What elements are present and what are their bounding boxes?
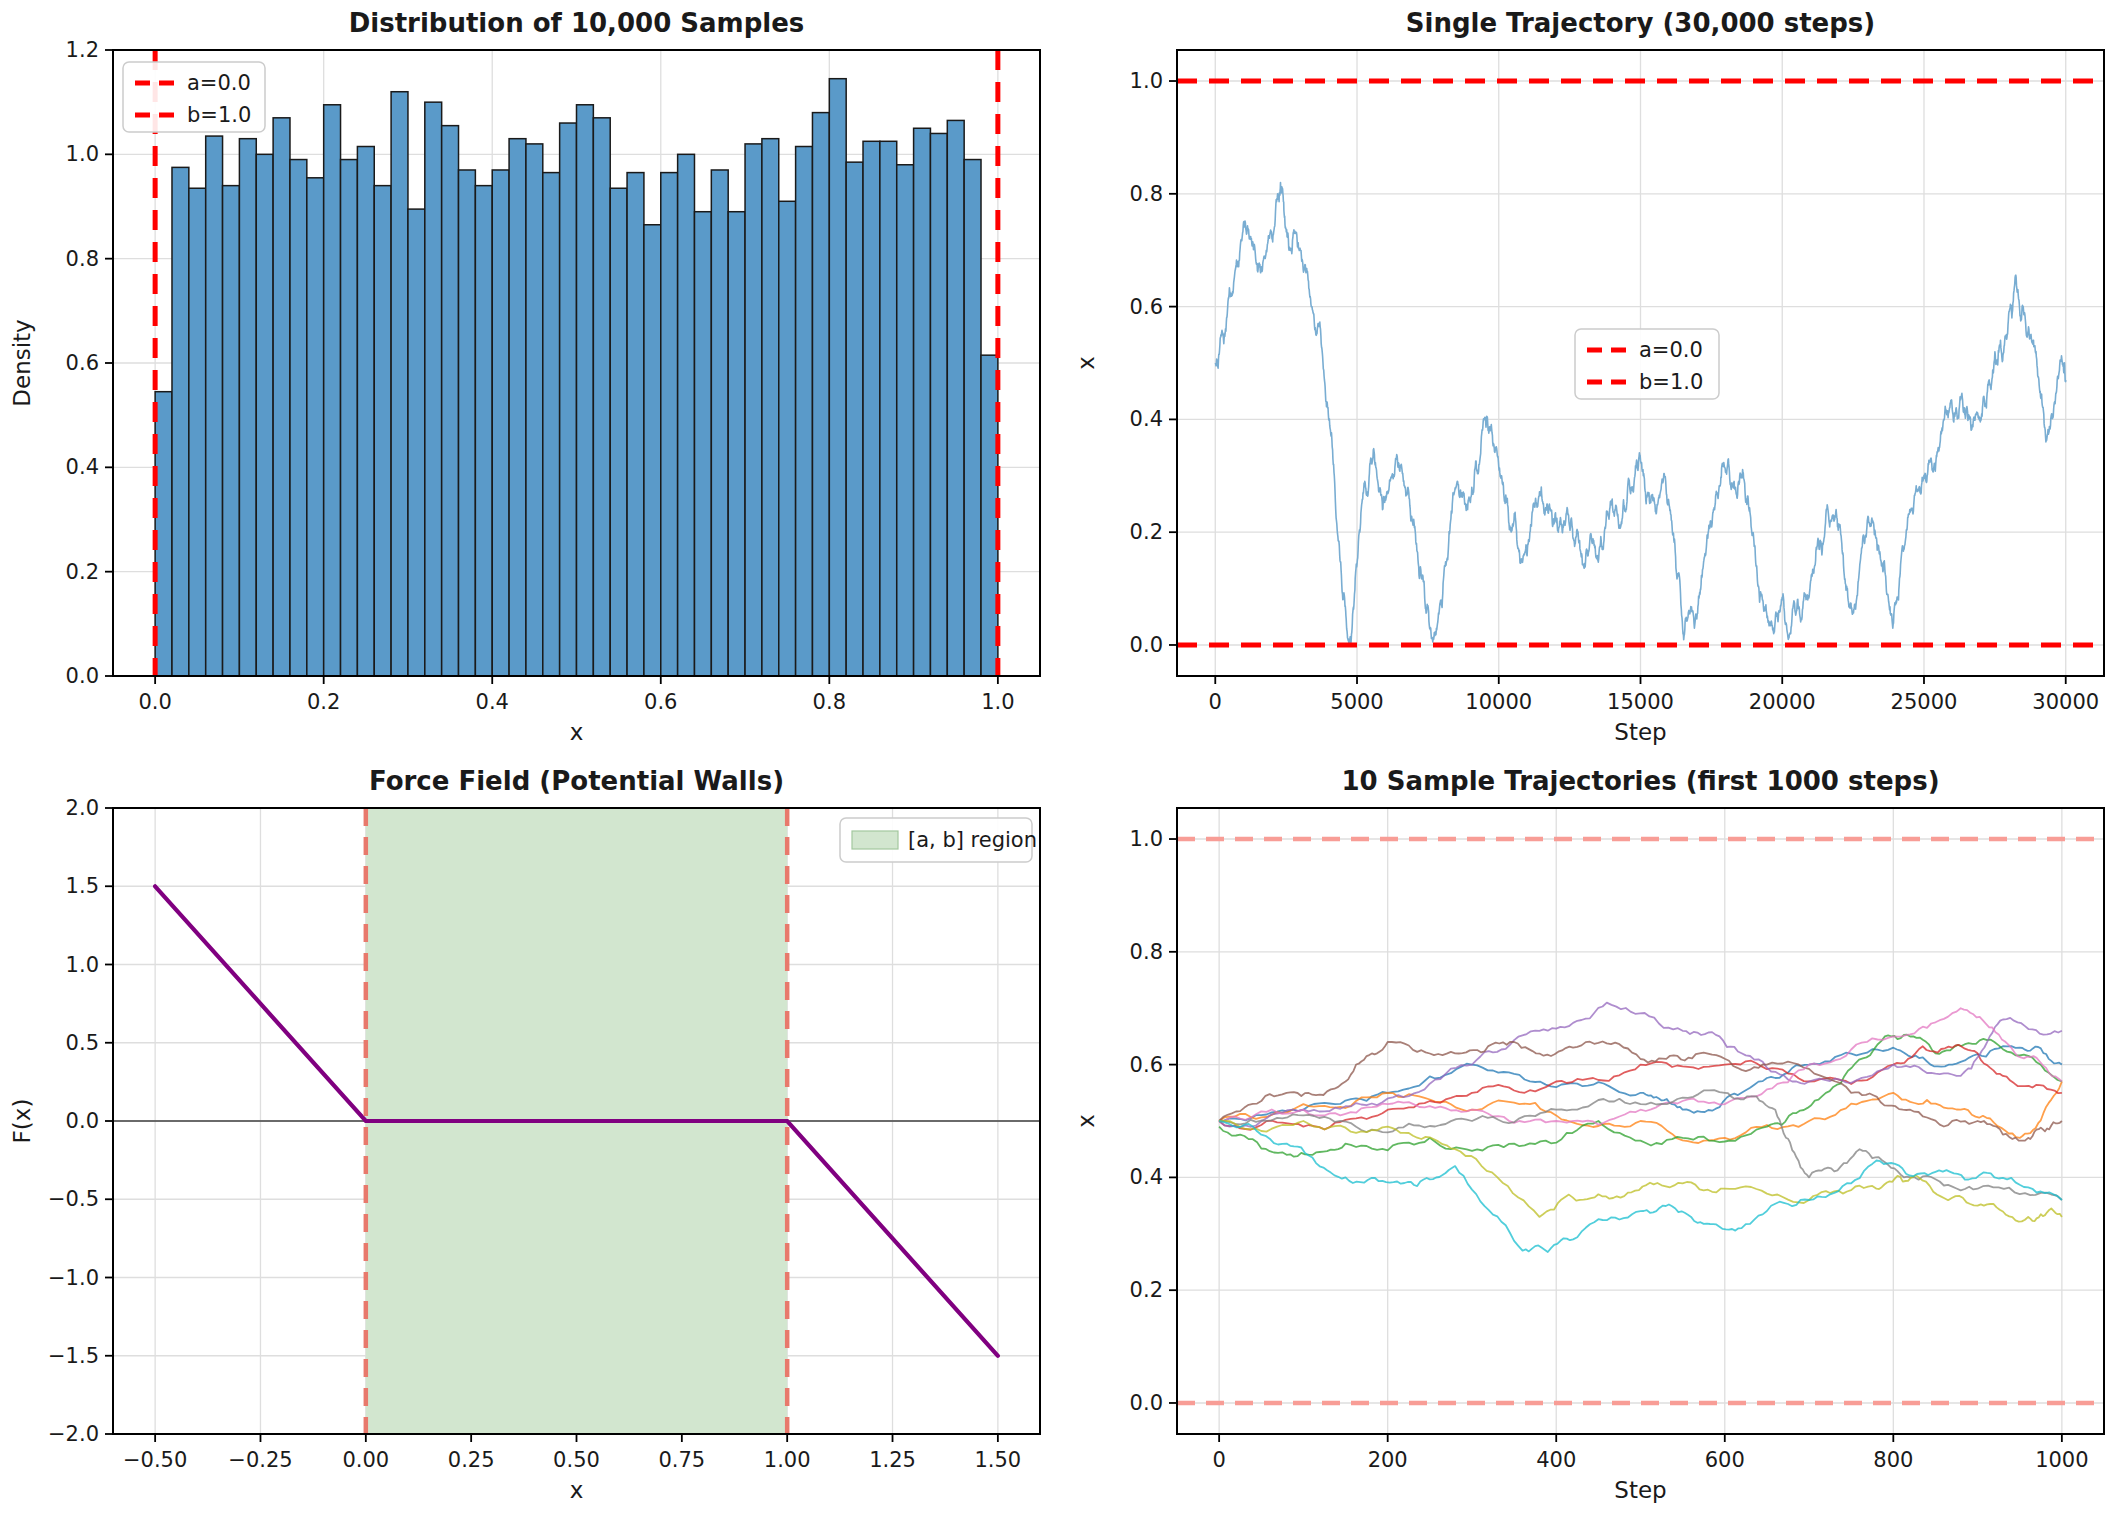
svg-text:Distribution of 10,000 Samples: Distribution of 10,000 Samples [349,8,805,38]
svg-text:x: x [1073,356,1099,370]
svg-text:1.00: 1.00 [764,1448,811,1472]
svg-text:Force Field (Potential Walls): Force Field (Potential Walls) [369,766,784,796]
svg-text:1000: 1000 [2035,1448,2088,1472]
svg-text:0.75: 0.75 [658,1448,705,1472]
svg-text:0.0: 0.0 [66,664,99,688]
svg-text:−1.5: −1.5 [48,1344,99,1368]
svg-text:600: 600 [1705,1448,1745,1472]
svg-text:−0.50: −0.50 [123,1448,187,1472]
svg-text:0.2: 0.2 [1130,520,1163,544]
svg-text:1.0: 1.0 [66,953,99,977]
svg-text:200: 200 [1368,1448,1408,1472]
svg-text:b=1.0: b=1.0 [187,103,251,127]
force-field-panel: [a, b] region −0.50 −0.25 0.00 0.25 0.50 0.75 1… [0,758,1064,1516]
svg-text:1.25: 1.25 [869,1448,916,1472]
svg-text:2.0: 2.0 [66,796,99,820]
svg-text:−0.5: −0.5 [48,1187,99,1211]
svg-text:10000: 10000 [1465,690,1532,714]
svg-text:0.6: 0.6 [66,351,99,375]
svg-text:0.6: 0.6 [1130,1053,1163,1077]
svg-text:1.0: 1.0 [981,690,1014,714]
svg-text:1.0: 1.0 [66,142,99,166]
svg-text:1.0: 1.0 [1130,69,1163,93]
svg-text:1.50: 1.50 [974,1448,1021,1472]
svg-text:800: 800 [1873,1448,1913,1472]
svg-text:b=1.0: b=1.0 [1639,370,1703,394]
svg-text:0.2: 0.2 [307,690,340,714]
svg-text:400: 400 [1536,1448,1576,1472]
svg-text:15000: 15000 [1607,690,1674,714]
svg-text:Density: Density [9,319,35,406]
svg-text:0.0: 0.0 [138,690,171,714]
svg-text:x: x [1073,1114,1099,1128]
sample-trajectories-panel: 0 200 400 600 800 1000 0.0 0.2 0.4 0.6 0.8 1.0 10 Sa… [1064,758,2128,1516]
svg-text:0.2: 0.2 [66,560,99,584]
svg-text:−2.0: −2.0 [48,1422,99,1446]
svg-text:5000: 5000 [1330,690,1383,714]
svg-text:0.6: 0.6 [644,690,677,714]
svg-text:0.8: 0.8 [1130,182,1163,206]
svg-text:0.8: 0.8 [813,690,846,714]
svg-text:0.6: 0.6 [1130,295,1163,319]
svg-text:0.0: 0.0 [1130,633,1163,657]
svg-text:a=0.0: a=0.0 [1639,338,1703,362]
svg-text:0.5: 0.5 [66,1031,99,1055]
svg-text:0.4: 0.4 [66,455,99,479]
svg-text:1.2: 1.2 [66,38,99,62]
svg-text:a=0.0: a=0.0 [187,71,251,95]
svg-text:x: x [570,1477,584,1503]
svg-text:0: 0 [1209,690,1222,714]
svg-text:0.8: 0.8 [1130,940,1163,964]
svg-text:x: x [570,719,584,745]
svg-text:0.00: 0.00 [342,1448,389,1472]
svg-text:10 Sample Trajectories (first: 10 Sample Trajectories (first 1000 steps… [1341,766,1939,796]
svg-text:0: 0 [1212,1448,1225,1472]
svg-text:F(x): F(x) [9,1099,35,1144]
svg-text:30000: 30000 [2032,690,2099,714]
svg-text:−1.0: −1.0 [48,1266,99,1290]
svg-text:0.4: 0.4 [1130,407,1163,431]
svg-text:20000: 20000 [1749,690,1816,714]
svg-text:0.0: 0.0 [1130,1391,1163,1415]
svg-text:1.5: 1.5 [66,874,99,898]
svg-text:0.25: 0.25 [448,1448,495,1472]
svg-text:0.50: 0.50 [553,1448,600,1472]
figure-grid: a=0.0 b=1.0 0.0 0.2 0.4 0.6 0.8 1.0 0.0 0.2 0.4 0.6… [0,0,2128,1516]
svg-text:0.4: 0.4 [1130,1165,1163,1189]
svg-text:1.0: 1.0 [1130,827,1163,851]
svg-text:0.4: 0.4 [476,690,509,714]
svg-text:0.2: 0.2 [1130,1278,1163,1302]
histogram-panel: a=0.0 b=1.0 0.0 0.2 0.4 0.6 0.8 1.0 0.0 0.2 0.4 0.6… [0,0,1064,758]
svg-text:Step: Step [1614,1477,1666,1503]
single-trajectory-panel: a=0.0 b=1.0 0 5000 10000 15000 20000 25000 30000… [1064,0,2128,758]
svg-text:Step: Step [1614,719,1666,745]
svg-text:−0.25: −0.25 [228,1448,292,1472]
svg-text:0.0: 0.0 [66,1109,99,1133]
svg-text:0.8: 0.8 [66,247,99,271]
svg-text:25000: 25000 [1891,690,1958,714]
svg-text:Single Trajectory (30,000 step: Single Trajectory (30,000 steps) [1406,8,1875,38]
svg-text:[a, b] region: [a, b] region [908,828,1037,852]
